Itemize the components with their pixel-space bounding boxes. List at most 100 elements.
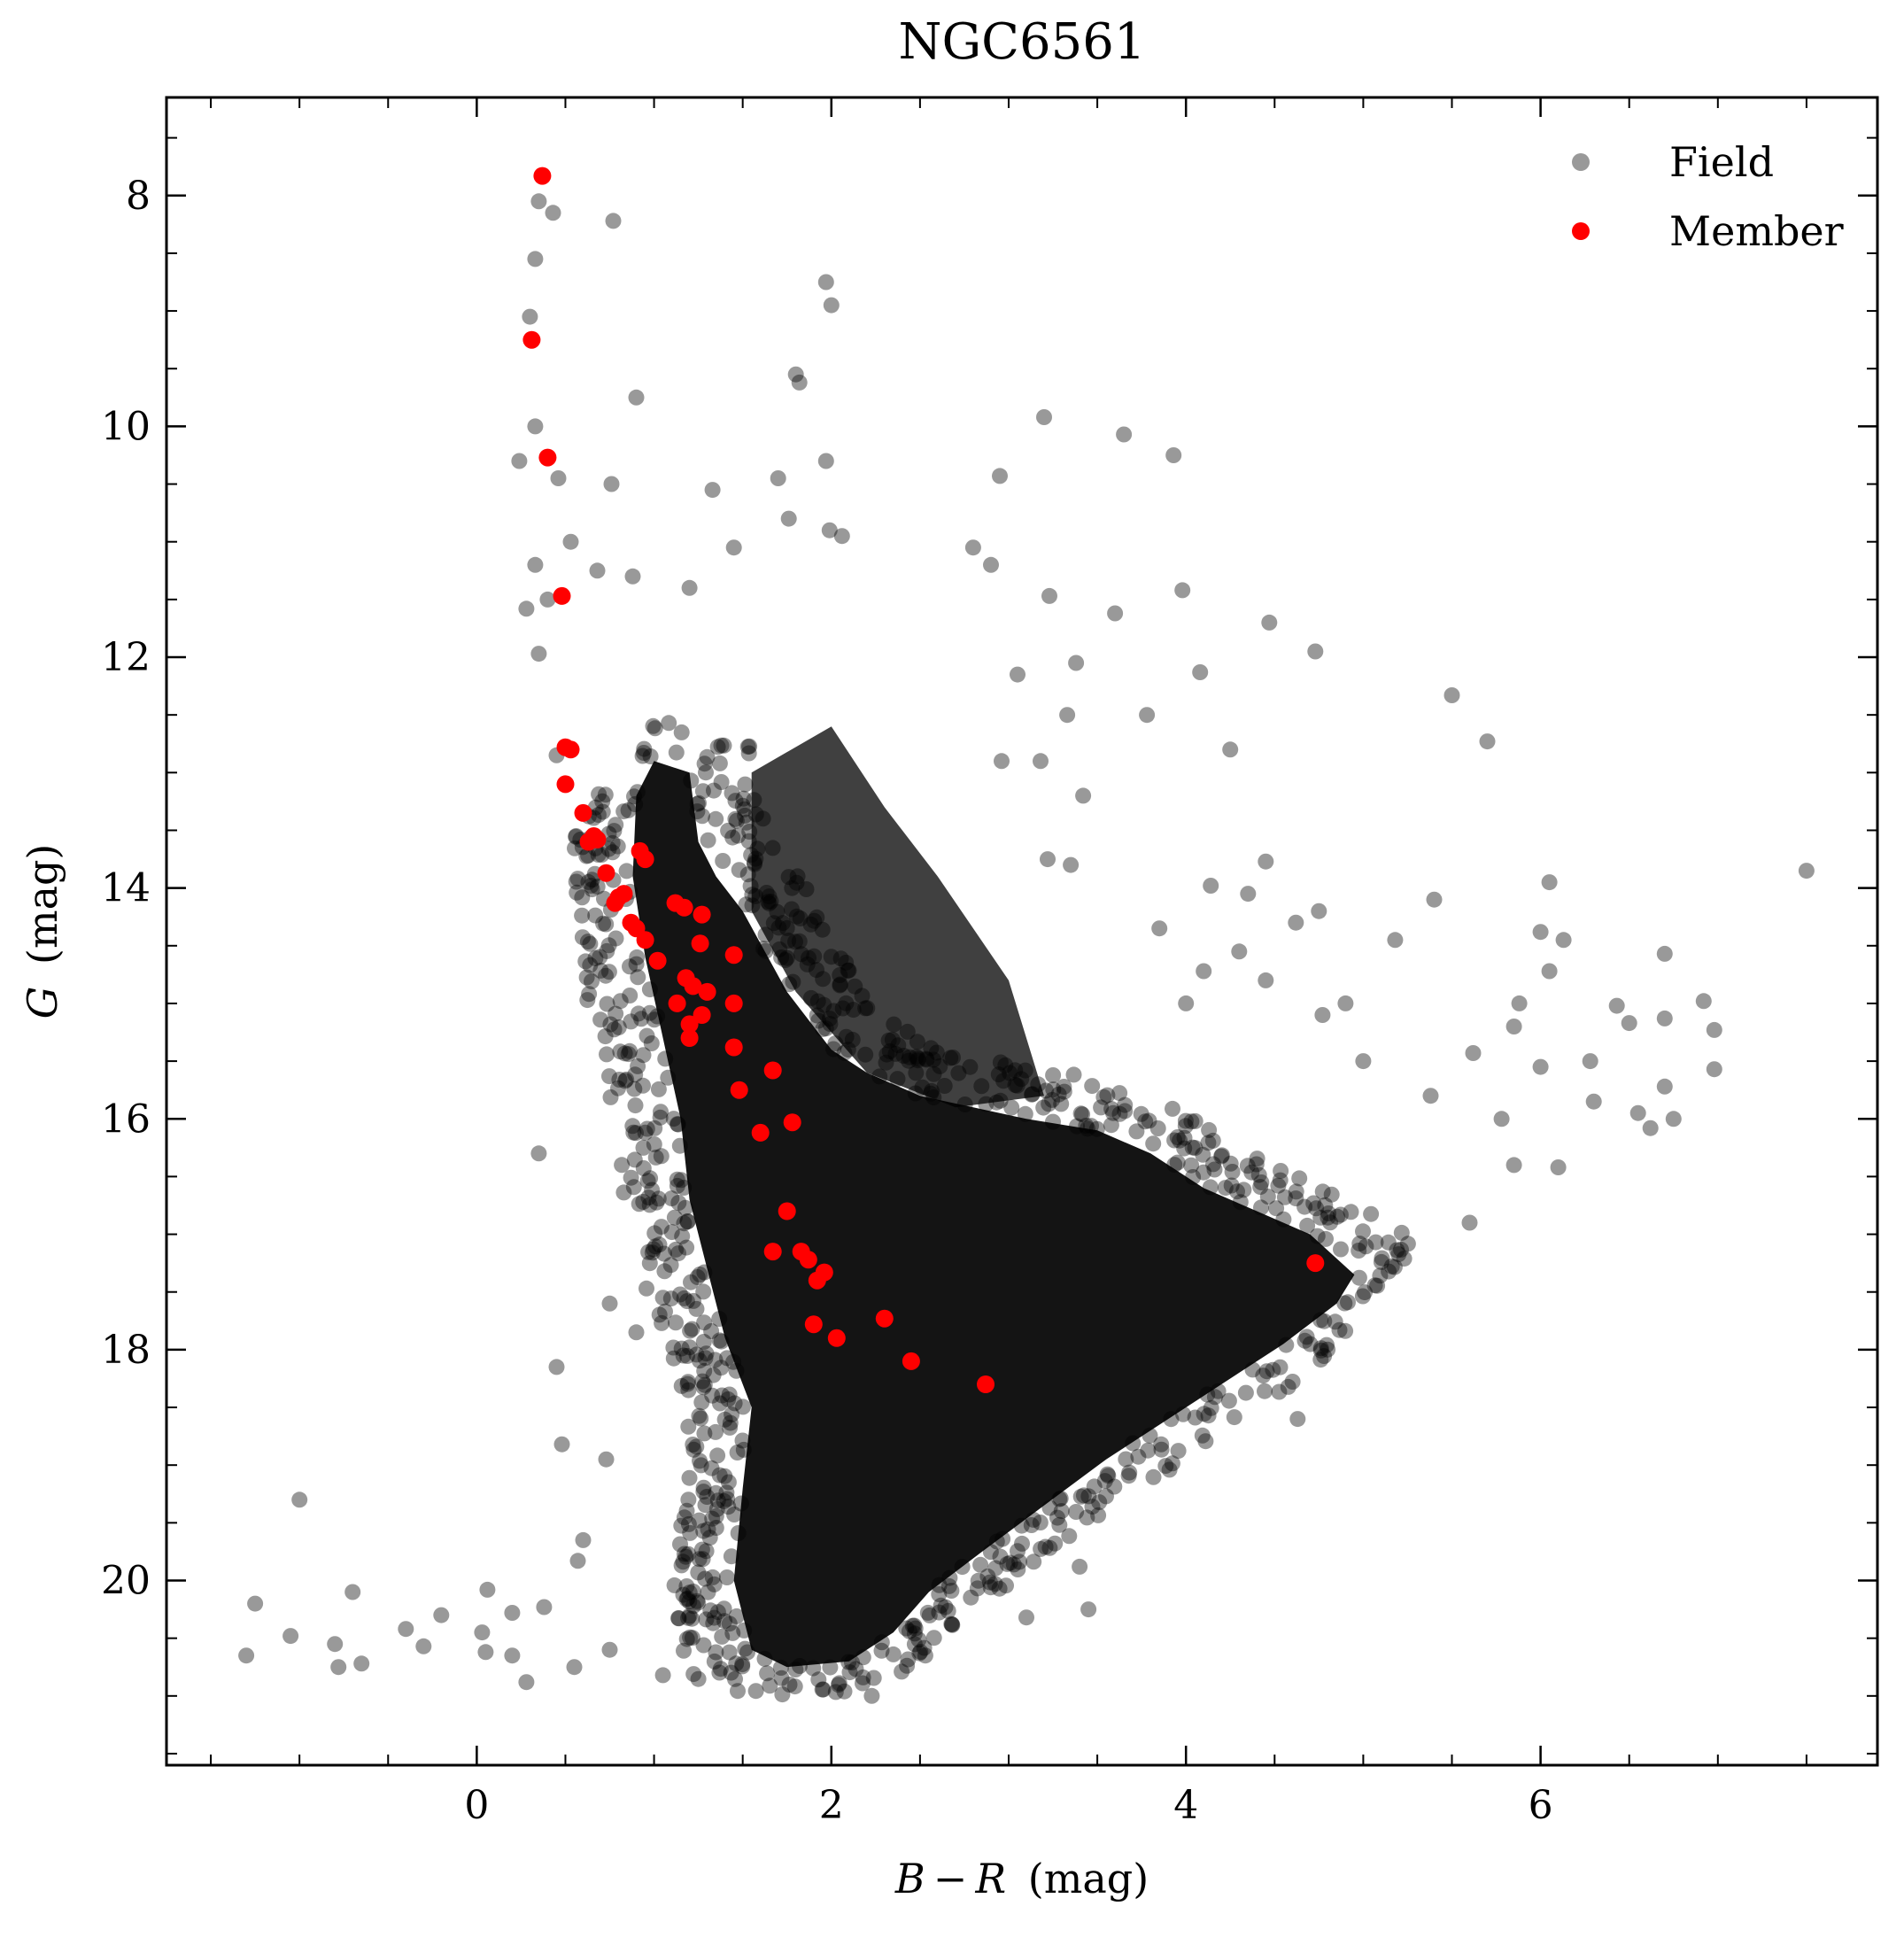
field-point bbox=[681, 1584, 698, 1601]
field-point bbox=[711, 1332, 728, 1349]
field-point bbox=[719, 1491, 736, 1507]
field-point bbox=[919, 1604, 936, 1621]
field-point bbox=[761, 888, 778, 905]
field-point bbox=[817, 453, 834, 469]
field-point bbox=[1007, 1062, 1024, 1079]
field-point bbox=[908, 1065, 925, 1081]
field-point bbox=[635, 1077, 651, 1094]
field-point bbox=[1532, 924, 1549, 941]
field-point bbox=[1257, 1383, 1273, 1399]
field-point bbox=[1312, 1340, 1329, 1357]
field-point bbox=[692, 1352, 708, 1369]
field-point bbox=[721, 1644, 738, 1661]
field-point bbox=[898, 1620, 915, 1637]
field-point bbox=[990, 1066, 1007, 1083]
member-point bbox=[684, 977, 702, 996]
field-point bbox=[738, 814, 755, 831]
field-point bbox=[675, 1347, 692, 1364]
field-point bbox=[597, 786, 614, 803]
field-point bbox=[1007, 1077, 1024, 1094]
field-point bbox=[1222, 1155, 1239, 1172]
field-point bbox=[720, 1499, 737, 1515]
field-point bbox=[1047, 1535, 1064, 1552]
field-point bbox=[894, 1663, 910, 1680]
field-point bbox=[707, 1352, 724, 1368]
field-point bbox=[940, 1602, 956, 1619]
field-point bbox=[627, 1097, 644, 1114]
field-point bbox=[669, 1177, 685, 1194]
field-point bbox=[675, 1553, 692, 1570]
field-point bbox=[693, 1394, 710, 1411]
field-point bbox=[1184, 1139, 1201, 1156]
field-point bbox=[822, 1011, 838, 1027]
field-point bbox=[987, 1576, 1003, 1592]
field-point bbox=[909, 1034, 925, 1050]
field-point bbox=[1248, 1156, 1265, 1173]
field-point bbox=[631, 1196, 647, 1213]
field-point bbox=[548, 1359, 565, 1375]
field-point bbox=[599, 1046, 615, 1063]
field-point bbox=[1389, 1242, 1405, 1259]
field-point bbox=[887, 1045, 904, 1062]
field-point bbox=[689, 1592, 706, 1609]
field-point bbox=[840, 962, 857, 979]
field-point bbox=[1665, 1111, 1682, 1127]
field-point bbox=[1288, 1190, 1304, 1207]
field-point bbox=[1137, 1113, 1154, 1130]
field-point bbox=[1265, 1361, 1281, 1378]
field-point bbox=[653, 1148, 669, 1165]
field-point bbox=[821, 522, 838, 538]
field-point bbox=[683, 772, 700, 789]
field-point bbox=[727, 793, 744, 810]
field-point bbox=[689, 795, 706, 812]
field-point bbox=[932, 1058, 948, 1074]
field-point bbox=[727, 1670, 743, 1687]
x-tick-label: 0 bbox=[464, 1783, 489, 1828]
field-point bbox=[1038, 1082, 1054, 1099]
field-point bbox=[1373, 1253, 1389, 1270]
field-point bbox=[608, 817, 624, 833]
field-point bbox=[684, 1630, 700, 1646]
field-point bbox=[732, 1495, 749, 1512]
field-point bbox=[1003, 1099, 1020, 1116]
field-point bbox=[716, 1600, 732, 1617]
field-point bbox=[682, 1524, 699, 1541]
field-point bbox=[1220, 1392, 1237, 1409]
field-point bbox=[1213, 1147, 1230, 1164]
field-point bbox=[650, 1190, 667, 1207]
field-point bbox=[730, 827, 747, 844]
field-point bbox=[680, 1382, 697, 1399]
field-point bbox=[1386, 1259, 1403, 1275]
field-point bbox=[940, 1577, 957, 1594]
field-point bbox=[1351, 1236, 1368, 1252]
field-point bbox=[545, 205, 561, 221]
field-point bbox=[857, 1000, 874, 1017]
field-point bbox=[998, 1577, 1014, 1594]
field-point bbox=[1307, 643, 1324, 660]
field-point bbox=[629, 784, 646, 801]
field-point bbox=[1443, 687, 1460, 703]
field-point bbox=[592, 1011, 609, 1028]
field-point bbox=[651, 1236, 668, 1253]
field-point bbox=[809, 1007, 825, 1024]
field-point bbox=[620, 1046, 637, 1063]
field-point bbox=[1178, 995, 1195, 1011]
field-point bbox=[641, 1004, 658, 1021]
field-point bbox=[1555, 932, 1572, 949]
field-point bbox=[670, 1195, 687, 1211]
field-point bbox=[1106, 1478, 1123, 1495]
field-point bbox=[817, 1020, 834, 1037]
field-point bbox=[599, 996, 615, 1012]
field-point bbox=[1289, 1411, 1306, 1428]
field-point bbox=[690, 1564, 707, 1581]
field-point bbox=[931, 1577, 948, 1593]
field-point bbox=[827, 1035, 844, 1052]
field-point bbox=[583, 878, 600, 894]
field-point bbox=[863, 1687, 880, 1704]
field-point bbox=[661, 715, 677, 732]
field-point bbox=[644, 1244, 661, 1261]
field-point bbox=[865, 1670, 882, 1686]
field-point bbox=[827, 1684, 844, 1701]
field-point bbox=[1133, 1105, 1149, 1122]
field-point bbox=[1192, 664, 1209, 680]
